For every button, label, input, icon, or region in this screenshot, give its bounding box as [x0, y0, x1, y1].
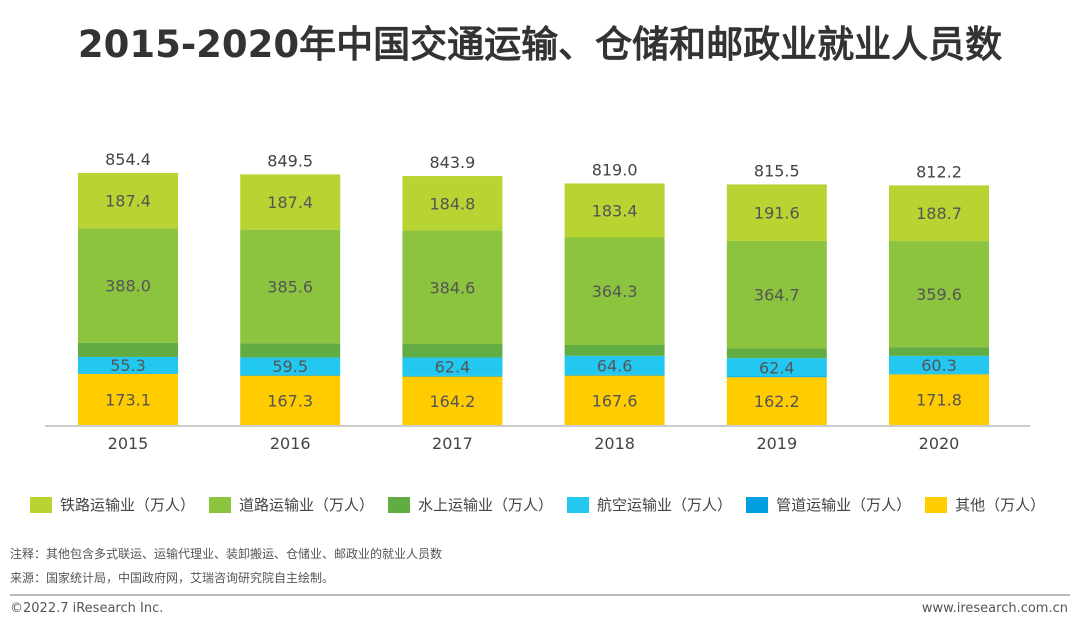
chart-title: 2015-2020年中国交通运输、仓储和邮政业就业人员数 [77, 23, 1003, 66]
bar-segment [240, 357, 341, 375]
bar-segment [726, 377, 827, 425]
bar-segment [726, 240, 827, 349]
data-label: 187.4 [267, 193, 313, 212]
data-label: 359.6 [916, 285, 962, 304]
data-label: 173.1 [105, 390, 151, 409]
data-label: 62.4 [435, 358, 471, 377]
total-label: 849.5 [267, 151, 313, 170]
bar-segment [78, 373, 178, 374]
bar-segment [726, 376, 827, 378]
legend-swatch [746, 496, 769, 513]
total-label: 812.2 [916, 162, 962, 181]
bar-segment [889, 241, 989, 348]
stacked-bar-chart: 173.1 55.3 388.0 187.4 854.4 2015 167.3 59.5 385… [45, 150, 1030, 453]
legend: 铁路运输业（万人） 道路运输业（万人） 水上运输业（万人） 航空运输业（万人） 管道运输… [30, 494, 1070, 515]
data-label: 364.7 [754, 286, 800, 305]
bar-segment [564, 344, 665, 356]
total-label: 854.4 [105, 150, 151, 169]
legend-item: 水上运输业（万人） [388, 494, 553, 515]
data-label: 60.3 [921, 356, 957, 375]
bar-segment [402, 230, 503, 345]
bar-segment [78, 356, 178, 374]
legend-swatch [388, 496, 411, 513]
bar-segment [889, 374, 989, 425]
bar-segment [726, 348, 827, 359]
bar-segment [726, 184, 827, 241]
total-label: 815.5 [754, 161, 800, 180]
bar-segment [889, 185, 989, 242]
data-label: 188.7 [916, 204, 962, 223]
data-label: 183.4 [592, 201, 638, 220]
data-label: 385.6 [267, 278, 313, 297]
total-label: 843.9 [429, 153, 475, 172]
bar-segment [240, 174, 341, 230]
data-label: 164.2 [429, 392, 475, 411]
note-text: 注释：其他包含多式联运、运输代理业、装卸搬运、仓储业、邮政业的就业人员数 [10, 547, 443, 561]
bar-segment [402, 357, 503, 376]
data-label: 388.0 [105, 276, 151, 295]
bar-segment [402, 375, 503, 377]
total-label: 819.0 [592, 160, 638, 179]
data-label: 184.8 [429, 194, 475, 213]
bar-segment [240, 229, 341, 344]
footer-divider [10, 594, 1070, 596]
legend-item: 道路运输业（万人） [209, 494, 374, 515]
legend-item: 其他（万人） [925, 494, 1045, 515]
legend-swatch [567, 496, 590, 513]
bar-segment [564, 375, 665, 425]
legend-label: 水上运输业（万人） [418, 496, 554, 514]
legend-item: 铁路运输业（万人） [30, 494, 195, 515]
bar-segment [78, 228, 178, 343]
x-tick-label: 2018 [594, 434, 635, 453]
data-label: 171.8 [916, 391, 962, 410]
bar-segment [78, 373, 178, 425]
bar-segment [564, 237, 665, 345]
legend-swatch [925, 496, 948, 513]
bar-segment [889, 355, 989, 374]
legend-swatch [209, 496, 232, 513]
bar-segment [726, 358, 827, 377]
legend-item: 航空运输业（万人） [567, 494, 732, 515]
data-label: 64.6 [597, 356, 633, 375]
footer-url: www.iresearch.com.cn [921, 601, 1068, 616]
legend-item: 管道运输业（万人） [746, 494, 911, 515]
legend-label: 铁路运输业（万人） [60, 496, 196, 514]
x-tick-label: 2016 [270, 434, 311, 453]
source-text: 来源：国家统计局，中国政府网，艾瑞咨询研究院自主绘制。 [10, 571, 335, 585]
bar-segment [240, 375, 341, 425]
data-label: 191.6 [754, 204, 800, 223]
bar-segment [889, 347, 989, 356]
legend-swatch [30, 496, 52, 513]
data-label: 55.3 [110, 356, 146, 375]
data-label: 384.6 [429, 278, 475, 297]
data-label: 162.2 [754, 392, 800, 411]
copyright: ©2022.7 iResearch Inc. [10, 601, 164, 616]
bar-segment [78, 172, 178, 229]
data-label: 167.3 [267, 391, 313, 410]
x-tick-label: 2015 [108, 434, 149, 453]
legend-label: 道路运输业（万人） [239, 496, 375, 514]
bar-segment [78, 342, 178, 357]
x-tick-label: 2017 [432, 434, 473, 453]
x-tick-label: 2019 [756, 434, 797, 453]
bar-segment [240, 343, 341, 358]
x-tick-label: 2020 [919, 434, 960, 453]
bar-segment [402, 344, 503, 358]
legend-label: 管道运输业（万人） [776, 496, 912, 514]
data-label: 62.4 [759, 358, 795, 377]
bar-segment [564, 355, 665, 375]
bar-segment [402, 176, 503, 231]
legend-label: 航空运输业（万人） [597, 496, 733, 514]
bar-segment [564, 374, 665, 376]
data-label: 59.5 [272, 357, 308, 376]
legend-label: 其他（万人） [955, 496, 1046, 514]
data-label: 364.3 [592, 282, 638, 301]
bar-segment [402, 376, 503, 425]
bar-segment [564, 183, 665, 238]
bar-segment [889, 373, 989, 375]
data-label: 187.4 [105, 192, 151, 211]
bar-segment [240, 374, 341, 376]
data-label: 167.6 [592, 391, 638, 410]
